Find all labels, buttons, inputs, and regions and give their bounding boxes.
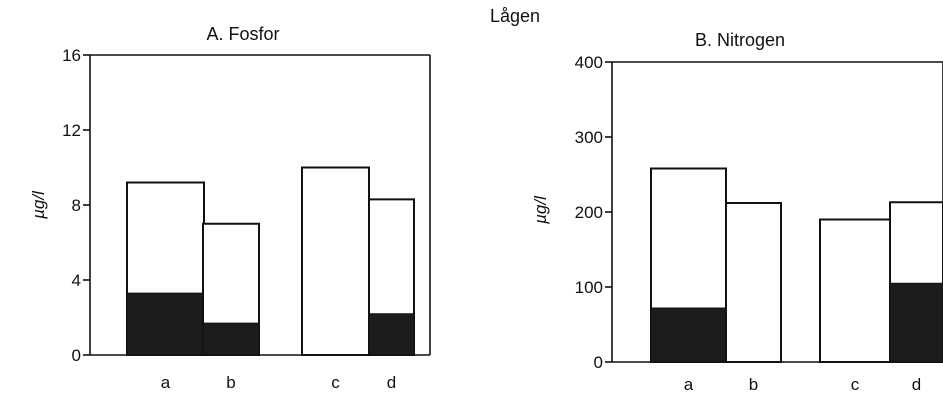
panel-nitrogen: B. Nitrogen µg/l 0 100 200 300 400 a b c d xyxy=(531,30,943,394)
y-axis-label: µg/l xyxy=(29,190,48,220)
y-tick-label: 16 xyxy=(62,46,81,65)
y-tick-label: 12 xyxy=(62,121,81,140)
bar-a-dark-segment xyxy=(126,292,205,356)
bar-b-total xyxy=(725,202,782,363)
category-label: a xyxy=(161,373,171,392)
y-tick-label: 0 xyxy=(72,346,81,365)
bar-c-total xyxy=(819,218,891,363)
bar-d-dark-segment xyxy=(368,313,415,356)
y-tick-label: 100 xyxy=(575,278,603,297)
y-tick-label: 8 xyxy=(72,196,81,215)
y-tick-label: 0 xyxy=(594,353,603,372)
bar-a-dark-segment xyxy=(650,307,727,363)
chart-title: B. Nitrogen xyxy=(695,30,785,50)
category-label: b xyxy=(749,375,758,394)
category-label: b xyxy=(226,373,235,392)
bar-d-dark-segment xyxy=(889,282,943,363)
y-tick-label: 200 xyxy=(575,203,603,222)
y-tick-label: 4 xyxy=(72,271,81,290)
category-label: d xyxy=(912,375,921,394)
y-tick-label: 400 xyxy=(575,53,603,72)
category-label: c xyxy=(331,373,340,392)
figure-header: Lågen xyxy=(490,6,540,26)
y-tick-label: 300 xyxy=(575,128,603,147)
bar-b-dark-segment xyxy=(202,322,260,356)
chart-title: A. Fosfor xyxy=(206,24,279,44)
bar-c-total xyxy=(301,166,370,356)
y-axis-label: µg/l xyxy=(531,195,550,225)
category-label: c xyxy=(851,375,860,394)
panel-fosfor: A. Fosfor µg/l 0 4 8 12 16 a b c d xyxy=(29,24,431,392)
category-label: a xyxy=(684,375,694,394)
category-label: d xyxy=(387,373,396,392)
